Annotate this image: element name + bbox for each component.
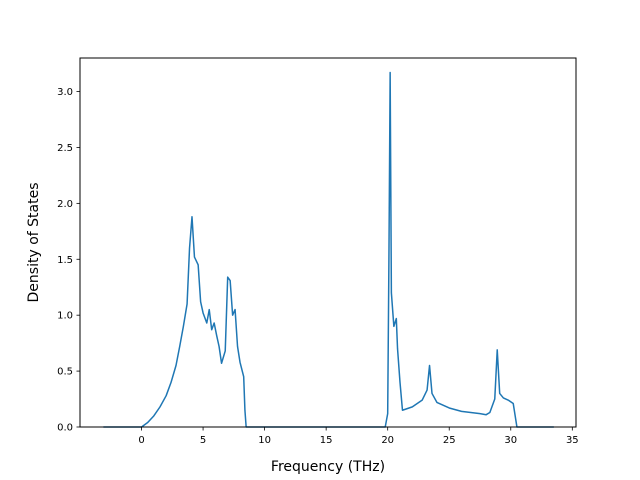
y-tick-label: 3.0 — [57, 87, 73, 98]
plot-area — [103, 71, 554, 428]
x-tick-label: 25 — [443, 435, 456, 446]
series-line-0 — [103, 71, 554, 428]
x-tick-label: 0 — [138, 435, 144, 446]
x-axis-ticks: 0 5 10 15 20 25 30 35 — [138, 427, 579, 446]
y-tick-label: 1.0 — [57, 311, 73, 322]
y-tick-label: 0.0 — [57, 423, 73, 434]
y-tick-label: 2.0 — [57, 199, 73, 210]
axes-frame — [79, 57, 577, 428]
y-tick-label: 2.5 — [57, 143, 73, 154]
x-tick-label: 5 — [200, 435, 206, 446]
y-axis-label: Density of States — [26, 183, 42, 303]
x-axis-label: Frequency (THz) — [271, 459, 385, 475]
x-tick-label: 10 — [258, 435, 271, 446]
x-tick-label: 35 — [566, 435, 579, 446]
y-tick-label: 1.5 — [57, 255, 73, 266]
y-axis-ticks: 0.0 0.5 1.0 1.5 2.0 2.5 3.0 — [57, 87, 80, 434]
x-tick-label: 20 — [381, 435, 394, 446]
x-tick-label: 15 — [320, 435, 333, 446]
x-tick-label: 30 — [504, 435, 517, 446]
y-tick-label: 0.5 — [57, 367, 73, 378]
